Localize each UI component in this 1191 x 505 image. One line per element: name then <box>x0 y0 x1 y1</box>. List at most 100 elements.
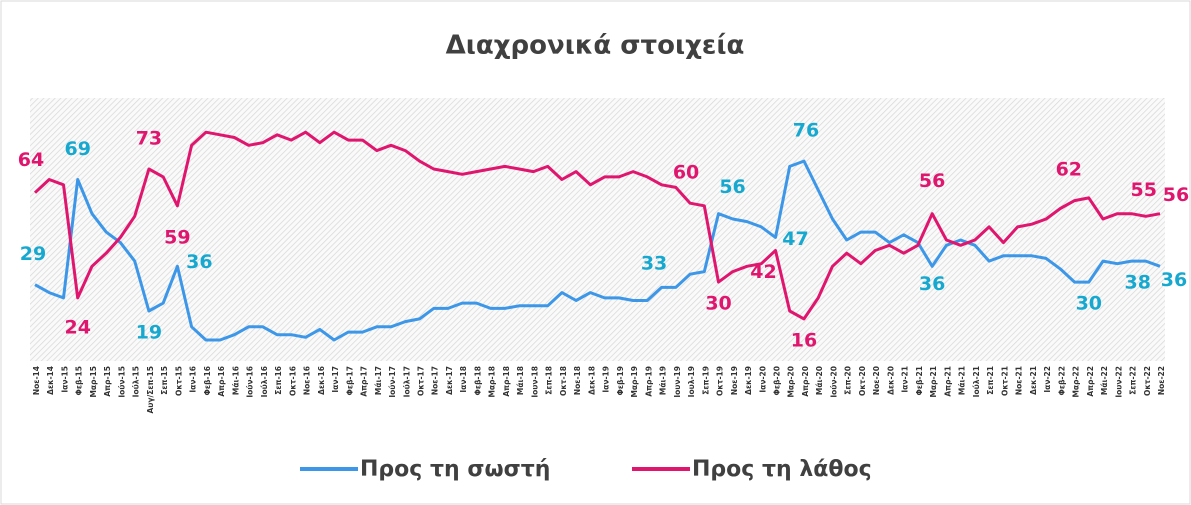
chart-title: Διαχρονικά στοιχεία <box>446 31 745 61</box>
x-tick-label: Δεκ-16 <box>317 366 326 395</box>
x-tick-label: Μάι-20 <box>815 366 824 395</box>
data-label: 56 <box>1163 184 1189 206</box>
x-tick-label: Ιαν-15 <box>60 366 69 393</box>
data-label: 24 <box>64 316 90 338</box>
x-tick-label: Σεπ-15 <box>160 366 169 395</box>
x-tick-label: Ιαν-16 <box>189 366 198 393</box>
x-tick-label: Φεβ-15 <box>75 366 84 395</box>
x-tick-label: Νοε-20 <box>872 366 881 395</box>
x-tick-label: Φεβ-20 <box>773 366 782 395</box>
data-label: 59 <box>164 226 190 248</box>
x-tick-label: Μαρ-19 <box>630 366 639 398</box>
x-tick-label: Αυγ/Σεπ-15 <box>146 366 155 414</box>
x-tick-label: Σεπ-18 <box>545 366 554 395</box>
x-tick-label: Φεβ-22 <box>1057 366 1066 395</box>
x-tick-label: Απρ-20 <box>801 366 810 397</box>
x-tick-label: Οκτ-19 <box>716 366 725 396</box>
x-tick-label: Μάι-16 <box>231 366 240 395</box>
data-label: 30 <box>705 293 731 315</box>
data-label: 30 <box>1076 293 1102 315</box>
x-tick-label: Νοε-22 <box>1157 366 1166 395</box>
x-tick-label: Σεπ-20 <box>844 366 853 395</box>
x-tick-label: Δεκ-20 <box>886 366 895 395</box>
x-tick-label: Ιουλ-19 <box>687 366 696 397</box>
x-tick-label: Σεπ-19 <box>701 366 710 395</box>
x-tick-label: Φεβ-16 <box>203 366 212 395</box>
x-tick-label: Απρ-21 <box>943 366 952 397</box>
x-tick-label: Φεβ-17 <box>345 366 354 395</box>
x-tick-label: Δεκ-19 <box>744 366 753 395</box>
series-line <box>34 159 1161 342</box>
data-label: 36 <box>186 251 212 273</box>
x-tick-label: Ιουν-19 <box>673 366 682 398</box>
x-tick-label: Οκτ-16 <box>288 366 297 396</box>
x-tick-label: Νοε-14 <box>32 366 41 395</box>
x-tick-label: Σεπ-21 <box>986 366 995 395</box>
x-tick-label: Φεβ-18 <box>473 366 482 395</box>
data-label: 47 <box>782 228 808 250</box>
x-tick-label: Μάι-19 <box>659 366 668 395</box>
x-tick-label: Ιούλ-21 <box>972 366 981 397</box>
x-tick-label: Νοε-19 <box>730 366 739 395</box>
x-tick-label: Σεπ-16 <box>274 366 283 395</box>
x-tick-label: Απρ-17 <box>360 366 369 397</box>
x-tick-label: Δεκ-14 <box>46 366 55 395</box>
x-tick-label: Ιούν-16 <box>246 366 255 398</box>
x-tick-label: Ιουν-18 <box>530 366 539 398</box>
series-line <box>33 130 1161 321</box>
data-label: 19 <box>136 322 162 344</box>
x-tick-label: Ιούλ-15 <box>132 366 141 397</box>
data-label: 29 <box>20 243 46 265</box>
x-tick-label: Ιούν-17 <box>388 366 397 398</box>
data-label: 64 <box>18 149 44 171</box>
x-tick-label: Σεπ-22 <box>1129 366 1138 395</box>
x-tick-label: Νοε-16 <box>303 366 312 395</box>
x-tick-label: Οκτ-18 <box>559 366 568 396</box>
data-label: 56 <box>719 176 745 198</box>
data-label: 56 <box>919 170 945 192</box>
x-tick-label: Οκτ-20 <box>858 366 867 396</box>
data-label: 36 <box>919 273 945 295</box>
x-tick-label: Δεκ-18 <box>587 366 596 395</box>
data-label: 62 <box>1056 158 1082 180</box>
x-tick-label: Μάι-21 <box>958 366 967 395</box>
data-label: 38 <box>1125 272 1151 294</box>
x-tick-label: Μαρ-21 <box>929 366 938 398</box>
x-tick-label: Οκτ-17 <box>416 366 425 396</box>
legend-label: Προς τη λάθος <box>692 457 872 482</box>
x-tick-label: Ιαν-21 <box>901 366 910 393</box>
data-label: 69 <box>64 138 90 160</box>
data-label: 60 <box>673 162 699 184</box>
x-tick-label: Απρ-18 <box>502 366 511 397</box>
x-tick-label: Οκτ-15 <box>174 366 183 396</box>
x-tick-label: Ιούν-20 <box>829 366 838 398</box>
data-label: 33 <box>641 253 667 275</box>
x-tick-label: Φεβ-19 <box>616 366 625 395</box>
x-tick-label: Μάι-22 <box>1100 366 1109 395</box>
x-tick-label: Μάι-18 <box>516 366 525 395</box>
x-tick-label: Νοε-21 <box>1015 366 1024 395</box>
x-tick-label: Οκτ-22 <box>1143 366 1152 396</box>
x-tick-label: Φεβ-21 <box>915 366 924 395</box>
x-tick-label: Ιούλ-17 <box>402 366 411 397</box>
x-tick-label: Ιούλ-16 <box>260 366 269 397</box>
plot-area <box>30 98 1165 361</box>
x-tick-label: Απρ-15 <box>103 366 112 397</box>
x-tick-label: Ιούν-15 <box>117 366 126 398</box>
x-tick-label: Μάι-17 <box>374 366 383 395</box>
x-tick-label: Δεκ-17 <box>445 366 454 395</box>
data-label: 55 <box>1131 179 1157 201</box>
x-tick-label: Απρ-16 <box>217 366 226 397</box>
legend-label: Προς τη σωστή <box>360 457 550 482</box>
x-tick-label: Ιαν-19 <box>602 366 611 393</box>
x-tick-label: Μαρ-20 <box>787 366 796 398</box>
x-tick-label: Ιαν-17 <box>331 366 340 393</box>
x-tick-label: Ιουν-22 <box>1114 366 1123 398</box>
data-label: 73 <box>136 128 162 150</box>
data-label: 36 <box>1161 269 1187 291</box>
x-tick-label: Ιαν-22 <box>1043 366 1052 393</box>
x-tick-label: Ιαν-20 <box>758 366 767 393</box>
data-label: 16 <box>791 329 817 351</box>
x-tick-label: Νοε-17 <box>431 366 440 395</box>
